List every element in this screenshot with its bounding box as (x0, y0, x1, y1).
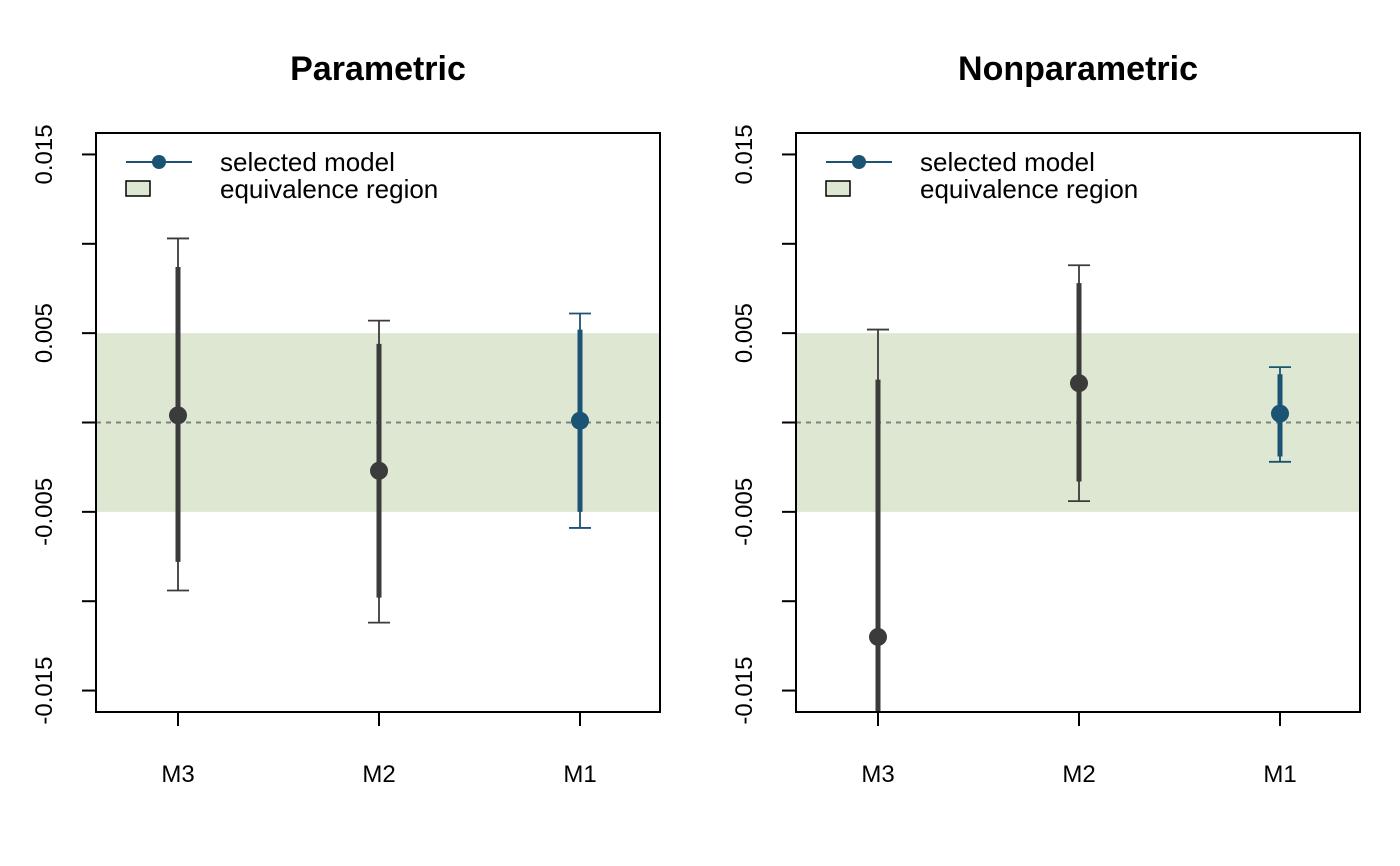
chart-title: Parametric (290, 50, 466, 88)
legend-region-label: equivalence region (920, 174, 1138, 204)
y-tick-label: 0.005 (31, 303, 58, 363)
legend-selected-marker (152, 155, 166, 169)
y-tick-label: 0.005 (731, 303, 758, 363)
y-tick-label: 0.015 (731, 124, 758, 184)
legend-region-swatch (125, 180, 151, 197)
y-tick-label: -0.015 (731, 657, 758, 725)
estimate-point (571, 411, 589, 430)
x-tick-label: M2 (362, 761, 395, 788)
y-tick-label: -0.015 (31, 657, 58, 725)
estimate-point (370, 461, 388, 480)
y-tick-label: -0.005 (31, 478, 58, 546)
legend-selected-label: selected model (220, 147, 395, 177)
model-m1-estimate (569, 312, 591, 529)
panel-parametric: -0.015 -0.005 0.005 0.015 M3 M2 M1 Parametric se… (31, 50, 661, 788)
model-m2-estimate (368, 319, 390, 624)
model-m3-estimate (867, 328, 889, 712)
estimate-point (1070, 374, 1088, 393)
estimate-point (1271, 404, 1289, 423)
model-m1-estimate (1269, 366, 1291, 463)
x-tick-label: M1 (1263, 761, 1296, 788)
model-m3-estimate (167, 237, 189, 592)
x-tick-label: M2 (1062, 761, 1095, 788)
panel-nonparametric: -0.015 -0.005 0.005 0.015 M3 M2 M1 Nonparametri… (731, 50, 1361, 788)
y-tick-label: -0.005 (731, 478, 758, 546)
model-m2-estimate (1068, 264, 1090, 503)
x-tick-label: M1 (563, 761, 596, 788)
legend-region-label: equivalence region (220, 174, 438, 204)
legend-selected-marker (852, 155, 866, 169)
legend-region-swatch (825, 180, 851, 197)
x-tick-label: M3 (861, 761, 894, 788)
x-tick-label: M3 (161, 761, 194, 788)
y-tick-label: 0.015 (31, 124, 58, 184)
estimate-point (169, 406, 187, 425)
legend-selected-label: selected model (920, 147, 1095, 177)
estimate-point (869, 627, 887, 646)
chart-title: Nonparametric (958, 50, 1198, 88)
